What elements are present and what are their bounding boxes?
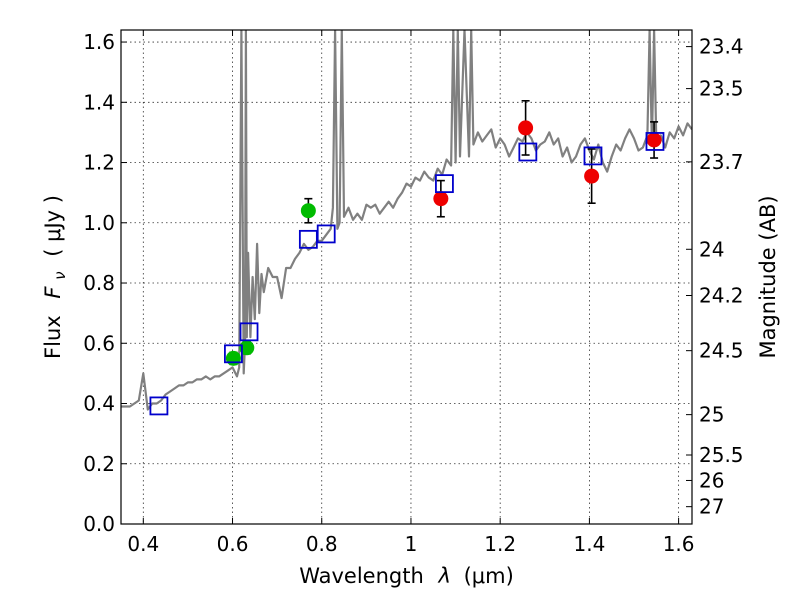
magnitude-tick-label: 25.5 xyxy=(699,443,744,467)
x-tick-label: 0.4 xyxy=(127,532,159,556)
tick-layer: 0.4 0.6 0.8 1 1.2 1.4 1.6 0.0 0.2 0.4 0.6 0.8 1.0 1.2… xyxy=(83,30,744,556)
y-tick-label: 1.6 xyxy=(83,30,115,54)
x-tick-label: 0.6 xyxy=(217,532,249,556)
x-tick-label: 1.6 xyxy=(663,532,695,556)
y-axis-label-prefix: Flux xyxy=(41,315,65,359)
y-tick-label: 1.0 xyxy=(83,211,115,235)
model-photometry-square xyxy=(149,396,169,416)
magnitude-axis-label: Magnitude (AB) xyxy=(756,195,780,358)
magnitude-tick-label: 23.5 xyxy=(699,77,744,101)
magnitude-tick-label: 26 xyxy=(699,468,724,492)
model-photometry-square xyxy=(583,146,603,166)
y-axis-label-symbol: F xyxy=(41,286,65,299)
nir-observed-point xyxy=(584,168,600,184)
model-photometry-square xyxy=(316,224,336,244)
model-photometry-square xyxy=(239,322,259,342)
model-photometry-square xyxy=(224,344,243,364)
x-tick-label: 1 xyxy=(405,532,418,556)
model-points-layer xyxy=(149,132,665,416)
spectrum-line xyxy=(121,30,692,411)
x-tick-label: 0.8 xyxy=(306,532,338,556)
x-axis-label-symbol: λ xyxy=(437,564,450,588)
plot-frame xyxy=(120,29,693,525)
nir-observed-point xyxy=(518,120,534,136)
y-tick-label: 0.8 xyxy=(83,271,115,295)
spectrum-layer xyxy=(121,30,692,411)
optical-observed-point xyxy=(300,203,316,219)
y-tick-label: 1.2 xyxy=(83,151,115,175)
magnitude-tick-label: 24 xyxy=(699,237,724,261)
magnitude-tick-label: 25 xyxy=(699,403,724,427)
nir-observed-point xyxy=(646,132,662,148)
y-tick-label: 0.4 xyxy=(83,392,115,416)
observed-points-layer xyxy=(225,120,662,366)
optical-observed-point xyxy=(239,340,255,356)
y-axis-label-sub: ν xyxy=(51,271,69,279)
optical-observed-point xyxy=(225,350,241,366)
magnitude-tick-label: 23.7 xyxy=(699,150,744,174)
x-axis-label-prefix: Wavelength xyxy=(299,564,424,588)
magnitude-tick-label: 27 xyxy=(699,495,724,519)
y-tick-label: 0.0 xyxy=(83,512,115,536)
x-axis-label-unit: (μm) xyxy=(464,564,514,588)
model-photometry-square xyxy=(518,142,538,162)
x-tick-label: 1.2 xyxy=(484,532,516,556)
y-tick-label: 1.4 xyxy=(83,90,115,114)
y-axis-label-unit: ( μJy ) xyxy=(41,195,65,257)
magnitude-tick-label: 23.4 xyxy=(699,35,744,59)
grid xyxy=(121,30,692,525)
magnitude-tick-label: 24.5 xyxy=(699,339,744,363)
y-tick-label: 0.2 xyxy=(83,452,115,476)
model-photometry-square xyxy=(645,132,665,151)
y-tick-label: 0.6 xyxy=(83,331,115,355)
magnitude-tick-label: 24.2 xyxy=(699,284,744,308)
model-photometry-square xyxy=(435,174,454,194)
x-tick-label: 1.4 xyxy=(573,532,605,556)
x-axis-label: Wavelength λ (μm) xyxy=(299,564,514,588)
y-axis-label: Flux F ν ( μJy ) xyxy=(41,195,70,359)
errorbar-layer xyxy=(229,99,659,366)
nir-observed-point xyxy=(433,191,449,207)
